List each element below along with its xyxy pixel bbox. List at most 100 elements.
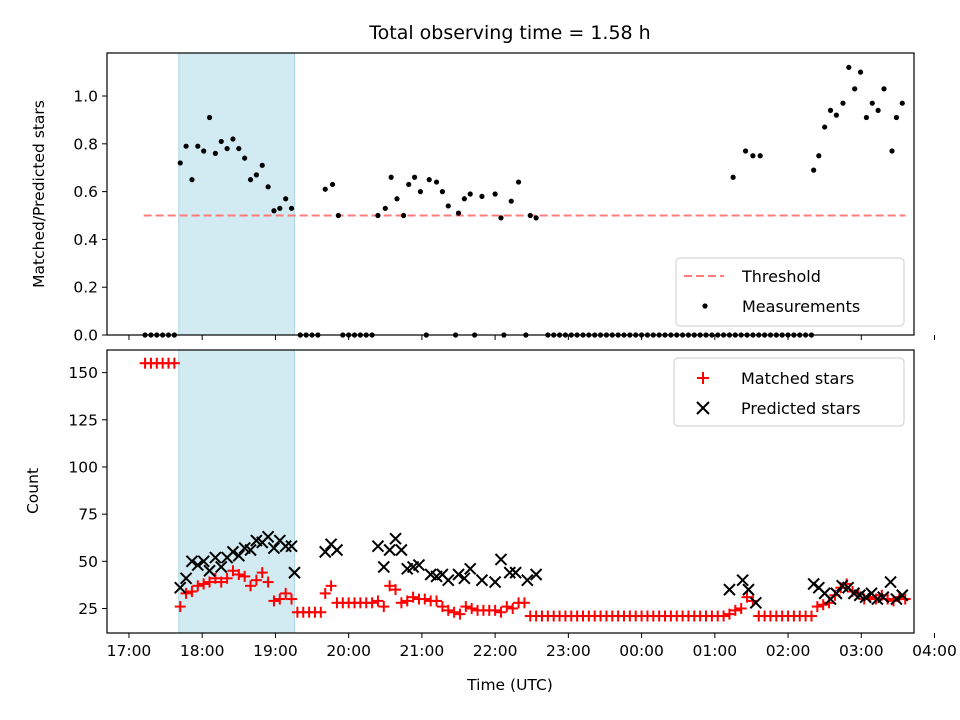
matched-star-point bbox=[729, 604, 741, 616]
measurement-point bbox=[283, 196, 289, 202]
top-y-tick-label: 0.4 bbox=[73, 231, 98, 249]
matched-star-point bbox=[448, 606, 460, 618]
chart-title: Total observing time = 1.58 h bbox=[368, 22, 650, 44]
x-tick-label: 01:00 bbox=[692, 642, 737, 660]
matched-star-point bbox=[507, 602, 519, 614]
bottom-panel: Count 25 50 75 100 125 150 17:00 18:00 19:00 20:0… bbox=[24, 349, 957, 660]
top-y-tick-label: 0.0 bbox=[73, 327, 98, 345]
x-tick-label: 21:00 bbox=[400, 642, 445, 660]
x-tick-label: 04:00 bbox=[912, 642, 957, 660]
predicted-star-point bbox=[383, 543, 396, 557]
measurement-point bbox=[893, 114, 900, 121]
measurement-point bbox=[889, 148, 895, 154]
measurement-point bbox=[247, 177, 254, 183]
measurement-point bbox=[515, 179, 522, 185]
measurement-point bbox=[375, 212, 381, 219]
matched-star-point bbox=[489, 604, 501, 616]
threshold-legend-label: Threshold bbox=[741, 267, 821, 286]
measurement-point bbox=[417, 189, 424, 195]
matched-star-point bbox=[723, 608, 735, 620]
predicted-star-point bbox=[521, 573, 534, 587]
predicted-star-point bbox=[494, 553, 508, 566]
matched-star-point bbox=[817, 599, 829, 611]
measurement-point bbox=[816, 153, 822, 159]
predicted-star-point bbox=[884, 575, 897, 589]
matched-star-point bbox=[215, 576, 227, 588]
matched-star-point bbox=[239, 570, 251, 582]
predicted-star-point bbox=[285, 540, 298, 553]
predicted-star-point bbox=[503, 566, 516, 579]
measurement-point bbox=[329, 181, 336, 188]
matched-star-point bbox=[407, 591, 419, 603]
measurement-point bbox=[822, 124, 828, 130]
bottom-y-tick-label: 150 bbox=[68, 364, 98, 382]
matched-star-point bbox=[245, 580, 257, 592]
predicted-star-point bbox=[215, 560, 228, 574]
measurement-point bbox=[230, 136, 236, 142]
predicted-star-point bbox=[452, 568, 465, 581]
matched-star-point bbox=[436, 601, 448, 613]
matched-star-point bbox=[274, 593, 286, 605]
predicted-star-point bbox=[412, 558, 426, 572]
top-y-tick-label: 0.6 bbox=[73, 183, 98, 201]
matched-star-point bbox=[718, 610, 730, 622]
predicted-star-point bbox=[288, 566, 301, 579]
matched-star-point bbox=[431, 595, 443, 607]
matched-star-point bbox=[442, 604, 454, 616]
x-axis-label: Time (UTC) bbox=[466, 676, 553, 694]
measurement-point bbox=[875, 107, 881, 113]
measurement-point bbox=[277, 205, 283, 211]
measurement-point bbox=[288, 205, 295, 211]
x-tick-label: 23:00 bbox=[546, 642, 591, 660]
measurement-point bbox=[177, 160, 183, 166]
predicted-star-point bbox=[261, 530, 275, 543]
predicted-star-point bbox=[226, 545, 240, 559]
predicted-star-point bbox=[475, 573, 489, 587]
predicted-star-point bbox=[279, 540, 292, 553]
top-y-tick-label: 0.8 bbox=[73, 135, 98, 153]
predicted-star-point bbox=[736, 573, 749, 587]
measurement-point bbox=[218, 138, 224, 145]
matched-star-point bbox=[262, 576, 274, 588]
bottom-y-tick-label: 100 bbox=[68, 458, 98, 476]
measurement-point bbox=[242, 155, 248, 161]
matched-star-point bbox=[384, 580, 396, 592]
matched-star-point bbox=[811, 601, 823, 613]
bottom-y-axis-label: Count bbox=[24, 468, 42, 514]
predicted-star-point bbox=[197, 555, 210, 568]
measurement-point bbox=[492, 191, 498, 197]
top-legend-box bbox=[675, 257, 905, 327]
top-axes-frame bbox=[106, 52, 915, 336]
measurement-point bbox=[206, 114, 213, 121]
matched-star-point bbox=[233, 569, 245, 581]
predicted-legend-label: Predicted stars bbox=[741, 399, 861, 418]
measurement-point bbox=[869, 100, 875, 106]
matched-star-point bbox=[372, 595, 384, 607]
matched-star-point bbox=[186, 585, 198, 597]
measurement-point bbox=[461, 196, 467, 202]
measurement-point bbox=[533, 215, 539, 221]
measurement-point bbox=[846, 64, 852, 70]
predicted-star-point bbox=[330, 543, 344, 557]
matched-star-point bbox=[735, 602, 747, 614]
predicted-star-point bbox=[859, 590, 872, 604]
top-highlight-band bbox=[178, 52, 295, 336]
measurement-point bbox=[827, 107, 834, 113]
predicted-star-point bbox=[749, 596, 763, 610]
x-tick-label: 03:00 bbox=[839, 642, 884, 660]
measurement-point bbox=[259, 162, 265, 168]
predicted-star-point bbox=[319, 545, 332, 559]
matched-star-point bbox=[221, 572, 233, 584]
top-legend: Threshold Measurements bbox=[675, 257, 905, 327]
measurement-point bbox=[833, 112, 839, 118]
matched-star-point bbox=[466, 602, 478, 614]
measurements-legend-label: Measurements bbox=[742, 297, 860, 316]
predicted-star-point bbox=[877, 590, 890, 604]
matched-star-point bbox=[501, 601, 513, 613]
matched-star-point bbox=[319, 587, 331, 599]
predicted-star-point bbox=[529, 568, 543, 581]
predicted-star-point bbox=[742, 583, 755, 596]
measurement-point bbox=[899, 100, 905, 106]
bottom-y-tick-label: 25 bbox=[78, 600, 98, 618]
